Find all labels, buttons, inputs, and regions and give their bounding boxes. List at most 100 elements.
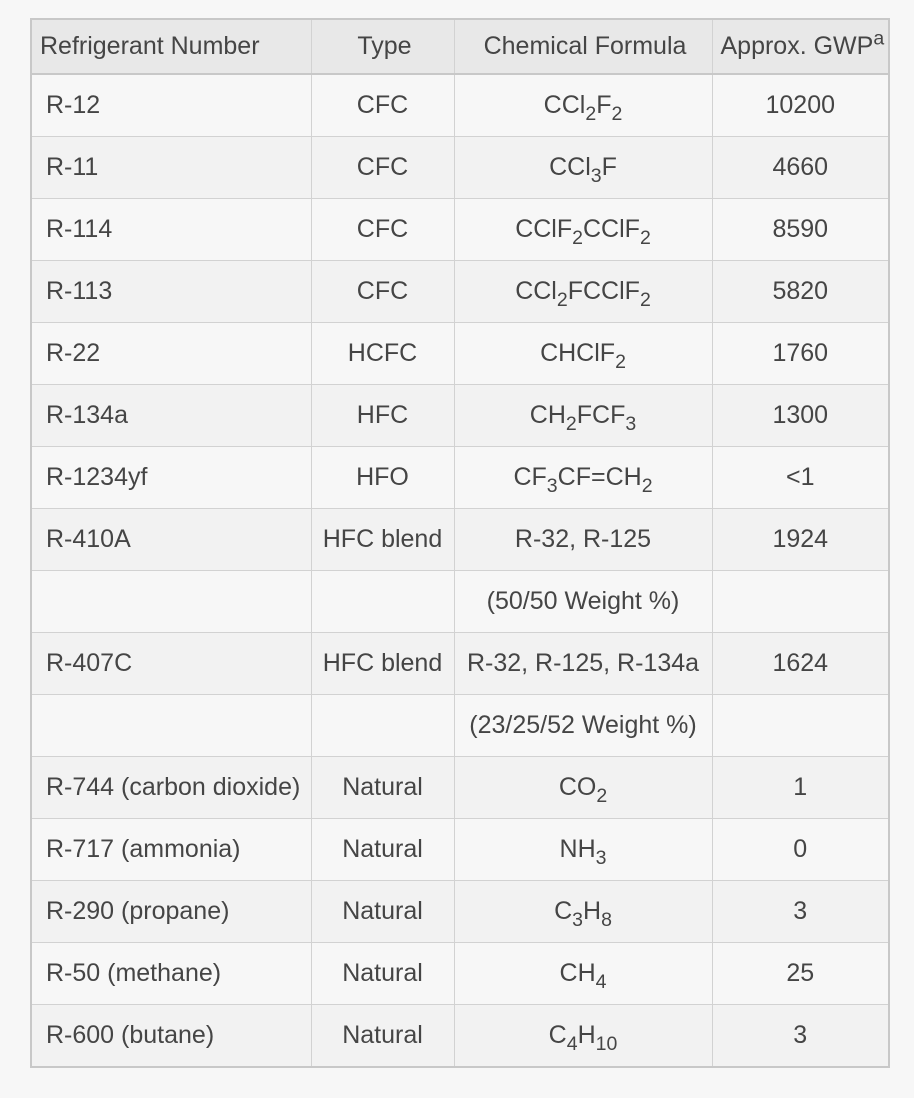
type-cell: Natural: [310, 942, 455, 1005]
formula-text: CHClF: [540, 339, 616, 367]
type-cell: CFC: [310, 260, 455, 323]
formula-cell: R-32, R-125, R-134a: [453, 632, 713, 695]
formula-cell: C3H8: [453, 880, 713, 943]
formula-text: CCl: [515, 277, 557, 305]
table-row: R-22 HCFC CHClF2 1760: [30, 322, 890, 385]
formula-cell: NH3: [453, 818, 713, 881]
refrigerant-number-cell: R-22: [30, 322, 312, 385]
table-row: R-600 (butane) Natural C4H10 3: [30, 1004, 890, 1068]
formula-subscript: 3: [625, 412, 637, 435]
formula-cell: CCl2FCClF2: [453, 260, 713, 323]
gwp-cell: 1760: [711, 322, 890, 385]
formula-subscript: 10: [595, 1032, 618, 1055]
type-cell: [310, 694, 455, 757]
formula-text: CClF: [515, 215, 573, 243]
formula-subscript: 2: [572, 226, 583, 249]
formula-subscript: 2: [611, 102, 623, 125]
table-row: R-407C HFC blend R-32, R-125, R-134a 1624: [30, 632, 890, 695]
formula-subscript: 2: [615, 350, 626, 373]
gwp-cell: 0: [711, 818, 890, 881]
formula-text: F: [596, 91, 612, 119]
refrigerant-number-cell: R-744 (carbon dioxide): [30, 756, 312, 819]
header-type: Type: [310, 18, 455, 75]
formula-text: F: [601, 153, 617, 181]
type-cell: Natural: [310, 1004, 455, 1068]
header-refrigerant-number: Refrigerant Number: [30, 18, 312, 75]
formula-subscript: 4: [566, 1032, 578, 1055]
gwp-cell: 1300: [711, 384, 890, 447]
formula-cell: CClF2CClF2: [453, 198, 713, 261]
type-cell: CFC: [310, 136, 455, 199]
formula-text: C: [548, 1021, 567, 1049]
type-cell: Natural: [310, 880, 455, 943]
formula-text: CF=CH: [557, 463, 642, 491]
type-cell: [310, 570, 455, 633]
gwp-cell: 5820: [711, 260, 890, 323]
formula-cell: CCl2F2: [453, 73, 713, 137]
formula-text: H: [583, 897, 602, 925]
formula-text: R-32, R-125: [514, 525, 652, 553]
formula-text: R-32, R-125, R-134a: [466, 649, 700, 677]
refrigerant-number-cell: R-1234yf: [30, 446, 312, 509]
formula-cell: R-32, R-125: [453, 508, 713, 571]
gwp-cell: 4660: [711, 136, 890, 199]
table-row: R-12 CFC CCl2F2 10200: [30, 73, 890, 137]
header-chemical-formula: Chemical Formula: [453, 18, 713, 75]
type-cell: Natural: [310, 756, 455, 819]
formula-subscript: 2: [639, 226, 651, 249]
table-body: R-12 CFC CCl2F2 10200 R-11 CFC CCl3F 4660 R-114 C…: [30, 73, 890, 1068]
formula-text: FCClF: [567, 277, 640, 305]
table-row: R-744 (carbon dioxide) Natural CO2 1: [30, 756, 890, 819]
refrigerant-number-cell: R-113: [30, 260, 312, 323]
formula-cell: CO2: [453, 756, 713, 819]
refrigerant-number-cell: R-717 (ammonia): [30, 818, 312, 881]
table-row: R-717 (ammonia) Natural NH3 0: [30, 818, 890, 881]
formula-cell: C4H10: [453, 1004, 713, 1068]
gwp-cell: 8590: [711, 198, 890, 261]
formula-text: H: [577, 1021, 596, 1049]
type-cell: HFO: [310, 446, 455, 509]
formula-text: NH: [559, 835, 596, 863]
gwp-cell: <1: [711, 446, 890, 509]
gwp-cell: 1: [711, 756, 890, 819]
formula-subscript: 3: [572, 908, 583, 931]
formula-cell: CCl3F: [453, 136, 713, 199]
type-cell: CFC: [310, 73, 455, 137]
gwp-cell: [711, 694, 890, 757]
formula-text: (23/25/52 Weight %): [469, 711, 697, 739]
table-row: R-410A HFC blend R-32, R-125 1924: [30, 508, 890, 571]
formula-cell: CHClF2: [453, 322, 713, 385]
formula-text: CF: [513, 463, 547, 491]
type-cell: HCFC: [310, 322, 455, 385]
refrigerant-number-cell: R-407C: [30, 632, 312, 695]
formula-text: CCl: [543, 91, 586, 119]
formula-text: C: [554, 897, 573, 925]
gwp-cell: 3: [711, 880, 890, 943]
footnote-marker: a: [873, 27, 885, 50]
type-cell: HFC blend: [310, 632, 455, 695]
formula-cell: (23/25/52 Weight %): [453, 694, 713, 757]
formula-cell: (50/50 Weight %): [453, 570, 713, 633]
formula-text: CH: [529, 401, 566, 429]
refrigerant-number-cell: R-600 (butane): [30, 1004, 312, 1068]
table-row: R-1234yf HFO CF3CF=CH2 <1: [30, 446, 890, 509]
formula-subscript: 3: [590, 164, 602, 187]
table-row: (50/50 Weight %): [30, 570, 890, 633]
refrigerant-number-cell: R-134a: [30, 384, 312, 447]
formula-text: (50/50 Weight %): [486, 587, 680, 615]
table-row: R-134a HFC CH2FCF3 1300: [30, 384, 890, 447]
formula-text: CClF: [583, 215, 640, 243]
table-row: R-11 CFC CCl3F 4660: [30, 136, 890, 199]
header-gwp-label: Approx. GWP: [720, 32, 874, 60]
refrigerant-table: Refrigerant Number Type Chemical Formula…: [30, 18, 890, 1068]
formula-subscript: 3: [546, 474, 558, 497]
refrigerant-number-cell: R-50 (methane): [30, 942, 312, 1005]
gwp-cell: 25: [711, 942, 890, 1005]
refrigerant-number-cell: R-290 (propane): [30, 880, 312, 943]
formula-text: CCl: [549, 153, 591, 181]
formula-subscript: 8: [601, 908, 612, 931]
table-header: Refrigerant Number Type Chemical Formula…: [30, 18, 890, 75]
refrigerant-number-cell: R-12: [30, 73, 312, 137]
formula-subscript: 2: [596, 784, 608, 807]
refrigerant-number-cell: R-410A: [30, 508, 312, 571]
